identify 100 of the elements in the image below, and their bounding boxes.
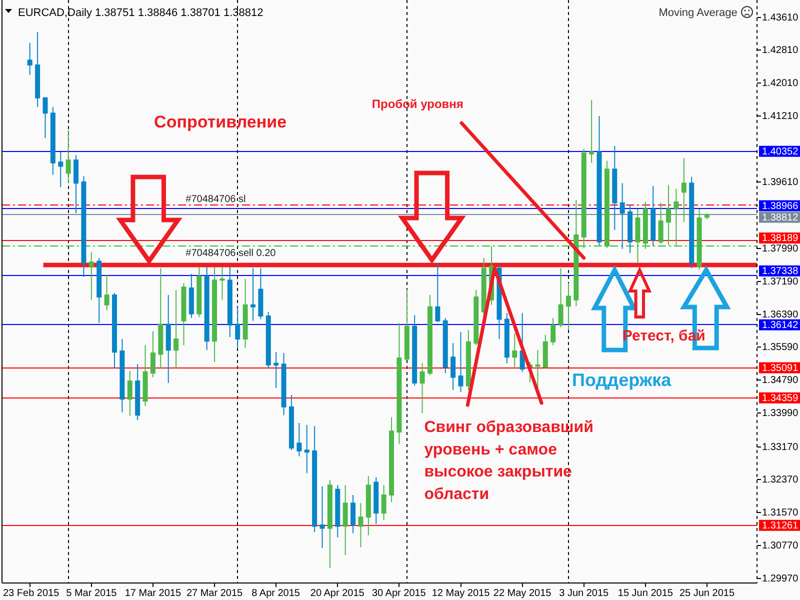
candlestick bbox=[450, 342, 456, 391]
candlestick bbox=[542, 334, 548, 369]
candlestick bbox=[704, 212, 710, 220]
candlestick bbox=[650, 185, 656, 247]
annotation: Свинг образовавший уровень + самое высокое закрытие области bbox=[424, 418, 594, 504]
candlestick bbox=[166, 294, 171, 384]
candlestick bbox=[504, 312, 510, 364]
candlestick bbox=[604, 160, 610, 249]
candlestick bbox=[566, 282, 571, 330]
y-tick-label: 1.41210 bbox=[762, 110, 799, 122]
candlestick bbox=[435, 262, 440, 323]
ref-line-label: 1.38812 bbox=[762, 212, 799, 223]
candlestick bbox=[620, 182, 625, 250]
y-tick-label: 1.42810 bbox=[762, 44, 799, 56]
candlestick bbox=[235, 306, 240, 349]
candlestick bbox=[88, 252, 94, 300]
y-tick-label: 1.30770 bbox=[762, 540, 799, 552]
candlestick bbox=[635, 208, 640, 264]
annotation: Сопротивление bbox=[154, 112, 287, 132]
candlestick bbox=[81, 176, 86, 278]
candlestick bbox=[196, 266, 202, 318]
candlestick bbox=[689, 176, 694, 269]
y-tick-label: 1.36390 bbox=[762, 308, 799, 320]
candlestick bbox=[696, 208, 702, 270]
candlestick bbox=[50, 106, 56, 176]
candlestick bbox=[27, 42, 32, 76]
y-tick-label: 1.29970 bbox=[762, 572, 799, 584]
candlestick bbox=[127, 370, 132, 416]
ref-line-label: #70484706 sell 0.20 bbox=[186, 248, 276, 260]
candlestick bbox=[381, 484, 386, 521]
x-tick-label: 5 Mar 2015 bbox=[66, 588, 118, 598]
y-tick-label: 1.33990 bbox=[762, 408, 799, 419]
y-tick-label: 1.31570 bbox=[762, 507, 799, 518]
candlestick bbox=[312, 426, 318, 532]
candlestick bbox=[104, 274, 110, 311]
candlestick bbox=[681, 157, 686, 223]
candlestick bbox=[628, 204, 633, 254]
candlestick bbox=[150, 330, 156, 378]
candlestick bbox=[142, 344, 148, 407]
ref-line-label: 1.40352 bbox=[762, 146, 799, 157]
candlestick bbox=[596, 116, 602, 246]
candlestick bbox=[304, 424, 310, 474]
x-tick-label: 27 Mar 2015 bbox=[186, 588, 244, 598]
x-tick-label: 22 May 2015 bbox=[493, 588, 552, 598]
ref-line-label: 1.38966 bbox=[762, 200, 799, 212]
candlestick bbox=[396, 322, 402, 444]
candlestick bbox=[658, 202, 664, 244]
candlestick bbox=[404, 288, 410, 361]
x-tick-label: 12 May 2015 bbox=[432, 588, 490, 598]
x-tick-label: 15 Jun 2015 bbox=[618, 588, 674, 598]
ref-line-label: 1.38189 bbox=[762, 232, 799, 244]
candlestick bbox=[204, 266, 210, 351]
candlestick bbox=[366, 476, 371, 536]
candlestick bbox=[212, 266, 218, 363]
ref-line-label: 1.36142 bbox=[762, 319, 799, 330]
y-tick-label: 1.42010 bbox=[762, 78, 799, 89]
candlestick bbox=[96, 257, 102, 324]
candlestick bbox=[296, 422, 302, 457]
candlestick bbox=[474, 290, 479, 346]
candlestick bbox=[350, 494, 356, 534]
y-tick-label: 1.39610 bbox=[762, 176, 799, 188]
candlestick bbox=[35, 32, 40, 108]
y-tick-label: 1.43610 bbox=[762, 12, 799, 23]
candlestick bbox=[58, 151, 64, 188]
candlestick bbox=[335, 484, 340, 538]
y-tick-label: 1.37190 bbox=[762, 276, 799, 287]
candlestick bbox=[42, 96, 48, 138]
candlestick bbox=[420, 362, 425, 414]
x-tick-label: 3 Jun 2015 bbox=[559, 588, 610, 598]
candlestick bbox=[612, 146, 618, 230]
candlestick bbox=[227, 266, 232, 338]
candlestick bbox=[574, 199, 579, 307]
x-tick-label: 17 Mar 2015 bbox=[124, 588, 182, 598]
candlestick bbox=[188, 274, 194, 319]
x-tick-label: 8 Apr 2015 bbox=[252, 588, 300, 598]
candlestick bbox=[135, 364, 140, 421]
candlestick bbox=[120, 338, 125, 413]
candlestick bbox=[358, 502, 364, 548]
candlestick bbox=[550, 318, 556, 346]
ref-line-label: 1.35091 bbox=[762, 362, 799, 374]
candlestick bbox=[535, 350, 540, 388]
candlestick bbox=[258, 268, 264, 320]
candlestick bbox=[250, 268, 256, 322]
candlestick bbox=[674, 188, 679, 246]
candlestick bbox=[74, 154, 79, 214]
candlestick bbox=[242, 278, 248, 349]
candlestick bbox=[512, 332, 518, 368]
candlestick bbox=[342, 484, 348, 556]
ref-line-label: 1.37338 bbox=[762, 265, 799, 276]
candlestick bbox=[288, 394, 294, 451]
ref-line-label: 1.34359 bbox=[762, 392, 799, 404]
x-tick-label: 30 Apr 2015 bbox=[372, 588, 426, 598]
candlestick bbox=[174, 290, 179, 369]
y-tick-label: 1.35590 bbox=[762, 342, 799, 353]
candlestick bbox=[642, 202, 648, 250]
candlestick bbox=[466, 329, 471, 391]
candlestick bbox=[442, 318, 448, 374]
candlestick bbox=[266, 311, 271, 369]
y-tick-label: 1.34790 bbox=[762, 374, 799, 386]
candlestick bbox=[589, 99, 594, 164]
